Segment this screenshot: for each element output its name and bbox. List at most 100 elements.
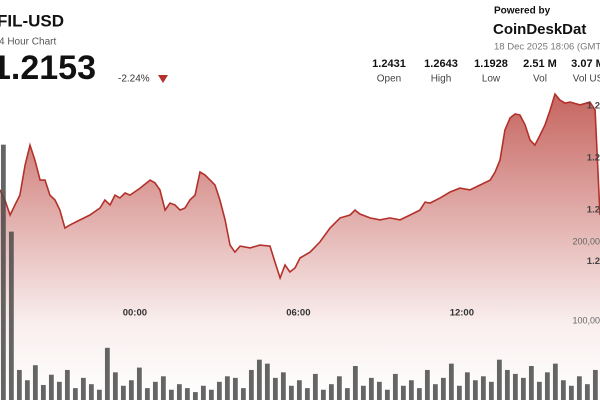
y-tick-label: 1.2 (587, 101, 600, 112)
volume-bar (184, 388, 190, 400)
volume-bar (192, 392, 198, 400)
brand: CoinDeskDat (493, 21, 586, 38)
volume-bar (72, 388, 78, 400)
volume-bar (8, 231, 14, 400)
y2-tick-label: 200,00 (572, 236, 600, 246)
price-area (0, 94, 600, 400)
header: FIL-USD 4 Hour Chart 1.2153 -2.24% Power… (0, 6, 600, 87)
volume-bar (408, 380, 414, 400)
volume-bar (296, 380, 302, 400)
volume-bar (552, 363, 558, 400)
volume-bar (544, 372, 550, 400)
volume-bar (440, 377, 446, 400)
volume-bar (312, 373, 318, 400)
volume-bar (288, 385, 294, 400)
volume-bar (272, 377, 278, 400)
volume-bar (568, 385, 574, 400)
volume-bar (176, 384, 182, 400)
volume-bar (368, 377, 374, 400)
volume-bar (24, 380, 30, 400)
volume-bar (592, 369, 598, 400)
volume-bar (136, 367, 142, 400)
volume-bar (392, 373, 398, 400)
volume-bar (520, 377, 526, 400)
price: 1.2153 (0, 49, 96, 87)
volume-bar (56, 381, 62, 400)
volume-bar (208, 389, 214, 400)
volume-bar (152, 381, 158, 400)
volume-bar (536, 381, 542, 400)
volume-bar (504, 369, 510, 400)
volume-bar (16, 369, 22, 400)
x-tick-label: 06:00 (286, 308, 310, 319)
volume-bar (48, 374, 54, 400)
volume-bar (168, 389, 174, 400)
timestamp: 18 Dec 2025 18:06 (GMT (494, 42, 600, 53)
stat-label: Low (482, 74, 501, 85)
volume-bar (560, 380, 566, 400)
volume-bar (456, 385, 462, 400)
volume-bar (576, 376, 582, 400)
volume-bar (112, 372, 118, 400)
volume-bar (40, 384, 46, 400)
volume-bar (424, 369, 430, 400)
volume-bar (0, 144, 6, 400)
powered-by: Powered by (494, 6, 551, 17)
volume-bar (128, 380, 134, 400)
stat-value: 1.1928 (474, 58, 508, 70)
volume-bar (400, 385, 406, 400)
volume-bar (488, 381, 494, 400)
subtitle: 4 Hour Chart (0, 37, 56, 48)
volume-bar (104, 347, 110, 400)
volume-bar (448, 363, 454, 400)
volume-bar (376, 381, 382, 400)
stat-value: 1.2431 (372, 58, 406, 70)
volume-bar (232, 377, 238, 400)
y-tick-label: 1.2 (587, 153, 600, 164)
volume-bar (240, 388, 246, 400)
volume-bar (432, 384, 438, 400)
change: -2.24% (118, 74, 150, 85)
volume-bar (224, 376, 230, 400)
volume-bar (264, 363, 270, 400)
stat-value: 1.2643 (424, 58, 458, 70)
x-tick-label: 00:00 (123, 308, 147, 319)
volume-bar (280, 372, 286, 400)
volume-bar (120, 385, 126, 400)
price-line (0, 92, 600, 281)
title: FIL-USD (0, 11, 64, 30)
volume-bar (32, 365, 38, 400)
y-tick-label: 1.2 (587, 204, 600, 215)
stat-value: 2.51 M (523, 58, 557, 70)
stat-label: Vol (533, 74, 547, 85)
volume-bar (200, 385, 206, 400)
volume-bar (416, 388, 422, 400)
volume-bar (512, 373, 518, 400)
volume-bar (464, 372, 470, 400)
y2-tick-label: 100,00 (572, 315, 600, 325)
plot: 00:00 06:00 12:00 1.2 1.2 1.2 1.2 100,00 200,00 (0, 92, 600, 400)
volume-bar (352, 366, 358, 400)
volume-bar (64, 369, 70, 400)
stat-label: Open (377, 74, 401, 85)
stat-value: 3.07 M (571, 58, 600, 70)
volume-bar (160, 376, 166, 400)
x-tick-label: 12:00 (450, 308, 474, 319)
stat-label: High (431, 74, 452, 85)
volume-bar (472, 380, 478, 400)
volume-bar (344, 388, 350, 400)
volume-bar (528, 366, 534, 400)
volume-bar (336, 376, 342, 400)
volume-bar (80, 377, 86, 400)
volume-bar (584, 384, 590, 400)
volume-bar (144, 388, 150, 400)
volume-bar (320, 389, 326, 400)
volume-bar (88, 384, 94, 400)
y-tick-label: 1.2 (587, 256, 600, 267)
volume-bar (360, 385, 366, 400)
volume-bar (328, 384, 334, 400)
volume-bar (256, 359, 262, 400)
stat-label: Vol US (573, 74, 600, 85)
volume-bar (384, 389, 390, 400)
